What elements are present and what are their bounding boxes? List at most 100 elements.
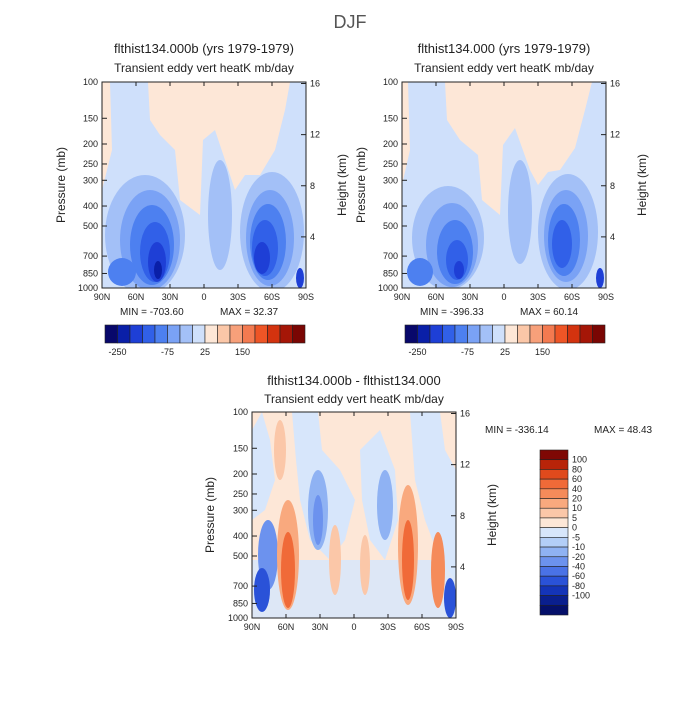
x-tick-label: 60N: [128, 292, 145, 302]
colorbar-label: -250: [108, 347, 126, 357]
colorbar-swatch: [417, 324, 431, 344]
y-tick-label: 300: [83, 175, 98, 185]
contour-band-pos-4: [402, 520, 414, 600]
x-tick-label: 90S: [298, 292, 314, 302]
y-right-tick-label: 4: [460, 562, 465, 572]
x-tick-label: 60N: [278, 622, 295, 632]
colorbar-label: 25: [500, 347, 510, 357]
chart-title: flthist134.000b - flthist134.000: [267, 373, 440, 388]
y-tick-label: 700: [233, 581, 248, 591]
colorbar-label: 150: [235, 347, 250, 357]
colorbar-swatch: [292, 324, 306, 344]
colorbar-label: 10: [572, 503, 582, 513]
colorbar-swatch: [442, 324, 456, 344]
colorbar-label: -80: [572, 581, 585, 591]
x-tick-label: 0: [201, 292, 206, 302]
colorbar-swatch: [229, 324, 243, 344]
colorbar-label: -100: [572, 591, 590, 601]
contour-band-pos-4: [281, 532, 295, 608]
colorbar-label: 20: [572, 494, 582, 504]
y-tick-label: 100: [233, 407, 248, 417]
x-tick-label: 30N: [162, 292, 179, 302]
x-tick-label: 0: [501, 292, 506, 302]
y-tick-label: 850: [233, 598, 248, 608]
max-label: MAX = 48.43: [594, 425, 653, 436]
colorbar-swatch: [104, 324, 118, 344]
y-right-tick-label: 12: [610, 130, 620, 140]
colorbar-label: 0: [572, 523, 577, 533]
colorbar-label: -75: [461, 347, 474, 357]
y-axis-label-right: Height (km): [485, 484, 499, 546]
colorbar-swatch: [539, 459, 569, 470]
contour-field: [252, 412, 456, 618]
colorbar-swatch: [539, 595, 569, 606]
y-tick-label: 250: [83, 159, 98, 169]
colorbar-swatch: [567, 324, 581, 344]
chart-title: flthist134.000b (yrs 1979-1979): [114, 41, 294, 56]
colorbar-label: -5: [572, 532, 580, 542]
x-tick-label: 90N: [394, 292, 411, 302]
colorbar-swatch: [539, 585, 569, 596]
colorbar-swatch: [592, 324, 606, 344]
chart-subtitle: Transient eddy vert heatK mb/day: [114, 61, 294, 75]
y-tick-label: 200: [383, 139, 398, 149]
max-label: MAX = 60.14: [520, 307, 579, 318]
y-tick-label: 100: [83, 77, 98, 87]
colorbar-swatch: [279, 324, 293, 344]
colorbar-swatch: [192, 324, 206, 344]
x-tick-label: 60N: [428, 292, 445, 302]
x-tick-label: 60S: [264, 292, 280, 302]
axes-ticks: 90N 60N 30N 0 30S 60S 90S 100 150 200 250 300 400 500…: [78, 77, 320, 302]
y-right-tick-label: 8: [460, 511, 465, 521]
y-tick-label: 100: [383, 77, 398, 87]
colorbar-swatch: [539, 537, 569, 548]
y-right-tick-label: 8: [310, 181, 315, 191]
x-tick-label: 90N: [94, 292, 111, 302]
y-axis-label-right: Height (km): [635, 154, 649, 216]
page-title: DJF: [334, 12, 367, 32]
y-tick-label: 850: [83, 268, 98, 278]
colorbar-label: -250: [408, 347, 426, 357]
colorbar-swatch: [267, 324, 281, 344]
colorbar-label: 80: [572, 464, 582, 474]
chart-panel-diff: flthist134.000b - flthist134.000 Transie…: [203, 373, 653, 632]
y-tick-label: 700: [383, 251, 398, 261]
axes-ticks: 90N 60N 30N 0 30S 60S 90S 100 150 200 250 300 400 500…: [378, 77, 620, 302]
y-tick-label: 250: [233, 489, 248, 499]
colorbar-swatch: [254, 324, 268, 344]
y-tick-label: 150: [383, 113, 398, 123]
y-right-tick-label: 16: [310, 79, 320, 89]
colorbar-label: 150: [535, 347, 550, 357]
chart-subtitle: Transient eddy vert heatK mb/day: [264, 392, 444, 406]
contour-band-1: [208, 160, 232, 270]
contour-band-neg-2: [377, 470, 393, 540]
contour-band-5: [254, 242, 270, 274]
colorbar-swatch: [539, 566, 569, 577]
colorbar-swatch: [179, 324, 193, 344]
contour-band-neg-3: [313, 495, 323, 545]
contour-field: [102, 82, 306, 288]
contour-band-6: [154, 261, 162, 279]
colorbar-swatch: [539, 517, 569, 528]
colorbar-label: 60: [572, 474, 582, 484]
y-tick-label: 700: [83, 251, 98, 261]
colorbar-swatch: [479, 324, 493, 344]
max-label: MAX = 32.37: [220, 307, 279, 318]
colorbar-swatch: [579, 324, 593, 344]
contour-weak-negative: [252, 412, 275, 520]
y-tick-label: 1000: [78, 283, 98, 293]
y-tick-label: 300: [383, 175, 398, 185]
min-label: MIN = -336.14: [485, 425, 549, 436]
colorbar-label: 5: [572, 513, 577, 523]
colorbar-swatch: [404, 324, 418, 344]
min-label: MIN = -703.60: [120, 307, 184, 318]
colorbar-swatch: [539, 478, 569, 490]
colorbar-swatch: [454, 324, 468, 344]
x-tick-label: 90S: [598, 292, 614, 302]
y-tick-label: 500: [383, 221, 398, 231]
contour-weak-negative: [410, 412, 456, 580]
y-right-tick-label: 4: [310, 232, 315, 242]
chart-title: flthist134.000 (yrs 1979-1979): [418, 41, 591, 56]
y-right-tick-label: 16: [460, 409, 470, 419]
